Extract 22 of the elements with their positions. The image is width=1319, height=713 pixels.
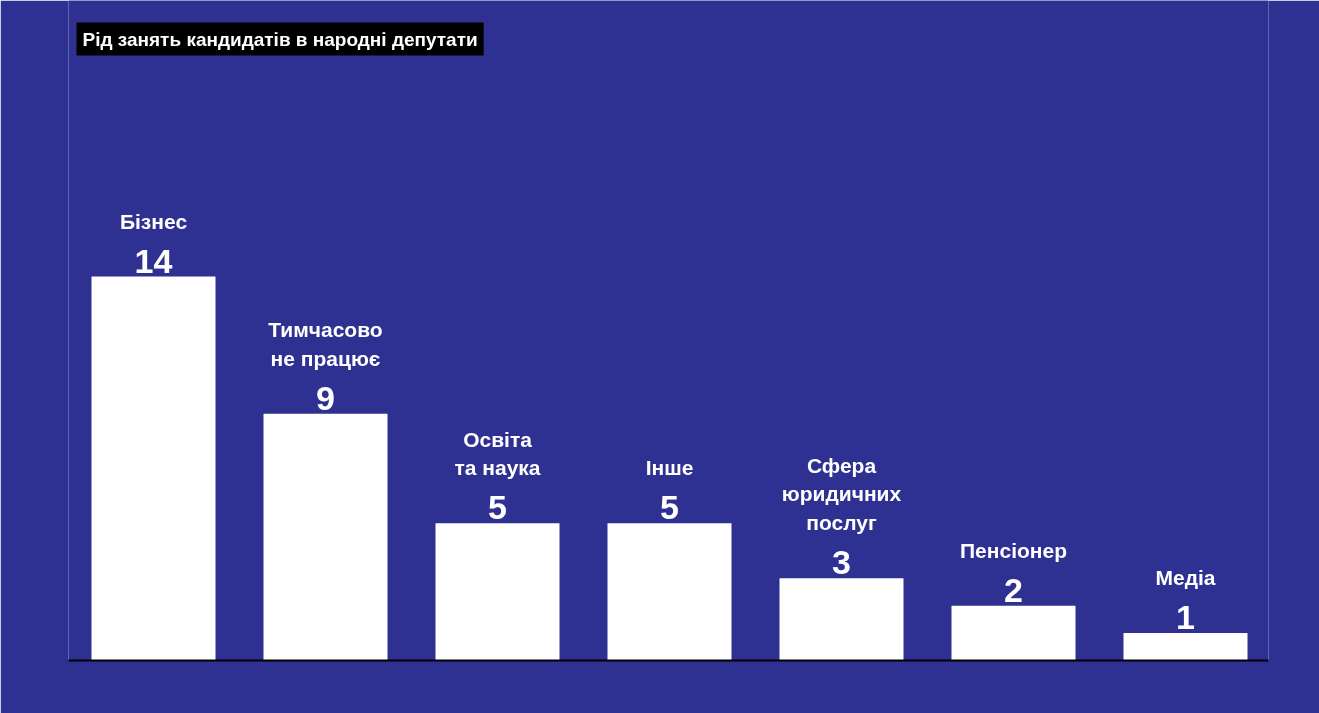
x-tick-label: Освіта та наука bbox=[454, 427, 541, 480]
bar bbox=[91, 276, 216, 661]
x-tick-label: Бізнес bbox=[119, 209, 188, 233]
data-label: 14 bbox=[134, 241, 173, 280]
data-label: 1 bbox=[1176, 598, 1195, 637]
x-tick-label: Інше bbox=[645, 456, 694, 480]
bar bbox=[607, 523, 732, 661]
data-label: 3 bbox=[832, 543, 851, 582]
x-tick-label: Сфера юридичних послуг bbox=[781, 453, 902, 535]
x-tick-label: Пенсіонер bbox=[960, 538, 1068, 562]
chart-title: Рід занять кандидатів в народні депутати bbox=[82, 28, 478, 50]
bar bbox=[435, 523, 560, 661]
x-tick-label: Медіа bbox=[1155, 566, 1216, 590]
data-label: 2 bbox=[1004, 570, 1023, 609]
bar bbox=[951, 605, 1076, 661]
bar bbox=[1123, 633, 1248, 661]
bar bbox=[779, 578, 904, 661]
x-tick-label: Тимчасово не працює bbox=[268, 317, 383, 370]
data-label: 5 bbox=[660, 488, 679, 527]
data-label: 5 bbox=[488, 488, 507, 527]
data-label: 9 bbox=[316, 378, 335, 417]
bar bbox=[263, 413, 388, 661]
